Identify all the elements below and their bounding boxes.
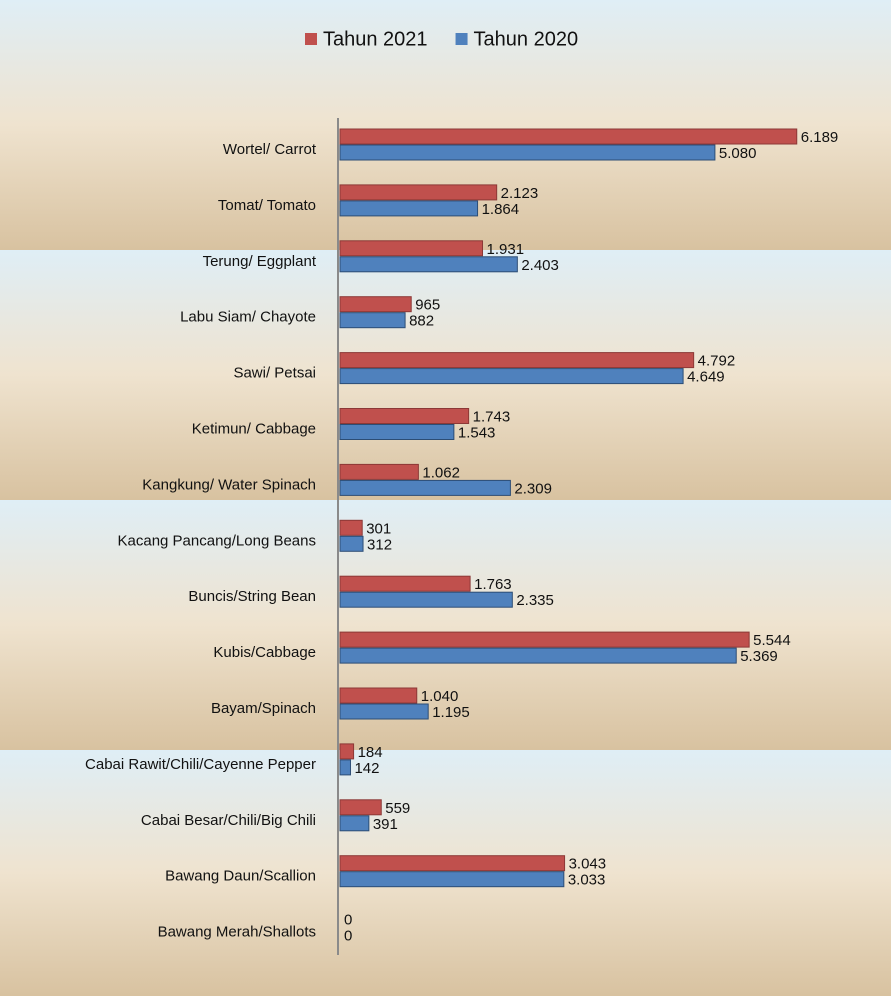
value-label: 1.864 (482, 201, 520, 218)
bar (339, 256, 518, 273)
bar (339, 312, 406, 329)
category-label: Sawi/ Petsai (233, 365, 316, 382)
bar (339, 519, 363, 536)
bar (339, 815, 370, 832)
bar (339, 200, 479, 217)
category-label: Cabai Besar/Chili/Big Chili (141, 812, 316, 829)
bar (339, 743, 355, 760)
value-label: 1.062 (422, 464, 460, 481)
bar (339, 631, 750, 648)
value-label: 4.649 (687, 369, 725, 386)
legend-label: Tahun 2021 (323, 28, 428, 50)
category-label: Kacang Pancang/Long Beans (118, 532, 317, 549)
value-label: 1.743 (473, 408, 511, 425)
bar (339, 799, 382, 816)
category-label: Bayam/Spinach (211, 700, 316, 717)
value-label: 312 (367, 536, 392, 553)
category-label: Wortel/ Carrot (223, 141, 317, 158)
value-label: 4.792 (698, 353, 736, 370)
value-label: 3.033 (568, 872, 606, 889)
value-label: 965 (415, 297, 440, 314)
value-label: 142 (354, 760, 379, 777)
value-label: 1.040 (421, 688, 459, 705)
bar (339, 647, 737, 664)
category-label: Kubis/Cabbage (213, 644, 316, 661)
category-label: Tomat/ Tomato (218, 197, 316, 214)
bar (339, 871, 565, 888)
bar (339, 408, 470, 424)
value-label: 301 (366, 520, 391, 537)
legend-label: Tahun 2020 (474, 28, 579, 50)
value-label: 559 (385, 800, 410, 817)
category-label: Ketimun/ Cabbage (192, 420, 316, 437)
value-label: 0 (344, 928, 352, 945)
value-label: 184 (358, 744, 383, 761)
category-label: Buncis/String Bean (188, 588, 316, 605)
value-label: 882 (409, 313, 434, 330)
value-label: 1.931 (487, 241, 525, 258)
value-label: 1.195 (432, 704, 470, 721)
bar (339, 855, 566, 872)
value-label: 1.763 (474, 576, 512, 593)
value-label: 2.335 (516, 592, 554, 609)
bar (339, 759, 351, 776)
bar (339, 128, 798, 145)
value-label: 3.043 (569, 856, 607, 873)
value-label: 5.369 (740, 648, 778, 665)
bar (339, 575, 471, 592)
category-label: Bawang Daun/Scallion (165, 868, 316, 885)
value-label: 5.080 (719, 145, 757, 162)
bar (339, 703, 429, 720)
category-label: Labu Siam/ Chayote (180, 309, 316, 326)
legend-swatch (455, 33, 468, 45)
bar (339, 144, 716, 161)
value-label: 2.123 (501, 185, 539, 202)
value-label: 2.309 (514, 480, 552, 497)
category-label: Kangkung/ Water Spinach (142, 476, 316, 493)
bar (339, 240, 484, 257)
value-label: 2.403 (521, 257, 559, 274)
category-label: Cabai Rawit/Chili/Cayenne Pepper (85, 756, 316, 773)
bar (339, 463, 419, 480)
bar (339, 535, 364, 552)
value-label: 0 (344, 912, 352, 929)
category-label: Bawang Merah/Shallots (158, 924, 316, 941)
value-label: 1.543 (458, 424, 496, 441)
value-label: 391 (373, 816, 398, 833)
category-label: Terung/ Eggplant (203, 253, 317, 270)
bar (339, 424, 455, 440)
value-label: 6.189 (801, 129, 839, 146)
bar (339, 296, 412, 313)
legend-swatch (305, 33, 317, 45)
bar (339, 687, 418, 704)
bar (339, 591, 513, 608)
bar (339, 479, 511, 496)
bar (339, 352, 695, 369)
bar (339, 184, 498, 201)
bar (339, 368, 684, 385)
value-label: 5.544 (753, 632, 791, 649)
